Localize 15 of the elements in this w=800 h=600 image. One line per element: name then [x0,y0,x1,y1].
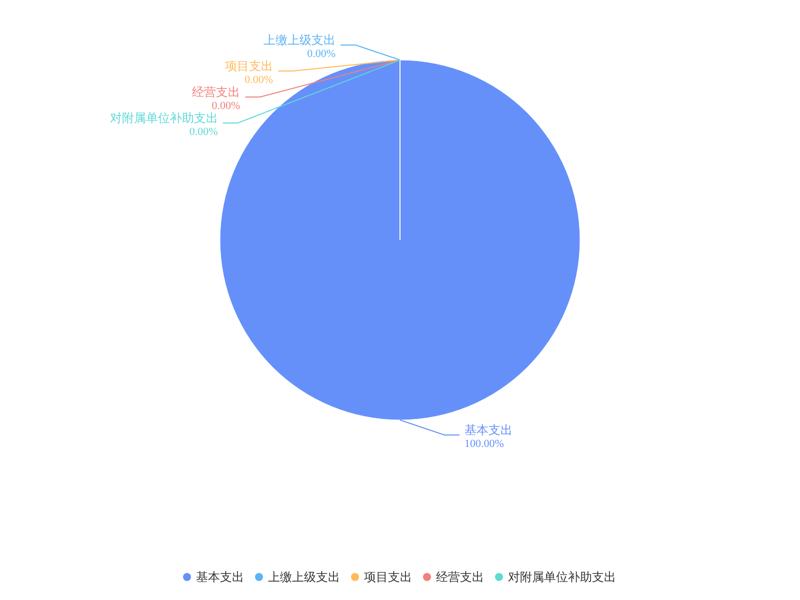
category-label: 上缴上级支出 [264,33,336,47]
text: 0.00% [244,74,274,86]
text: 0.00% [189,126,218,138]
category-label: 经营支出 [192,85,240,99]
text: 0.00% [307,48,336,60]
legend-label: 上缴上级支出 [268,570,340,584]
data-label: 100.00% [464,438,504,450]
slice-label: 基本支出 [464,423,512,437]
legend-label: 经营支出 [436,570,484,584]
category-label: 对附属单位补助支出 [110,111,218,125]
legend-label: 项目支出 [364,570,412,584]
text: 0.00% [212,100,240,112]
legend-label: 对附属单位补助支出 [508,570,616,584]
category-label: 项目支出 [225,59,274,73]
legend-label: 基本支出 [196,570,244,584]
